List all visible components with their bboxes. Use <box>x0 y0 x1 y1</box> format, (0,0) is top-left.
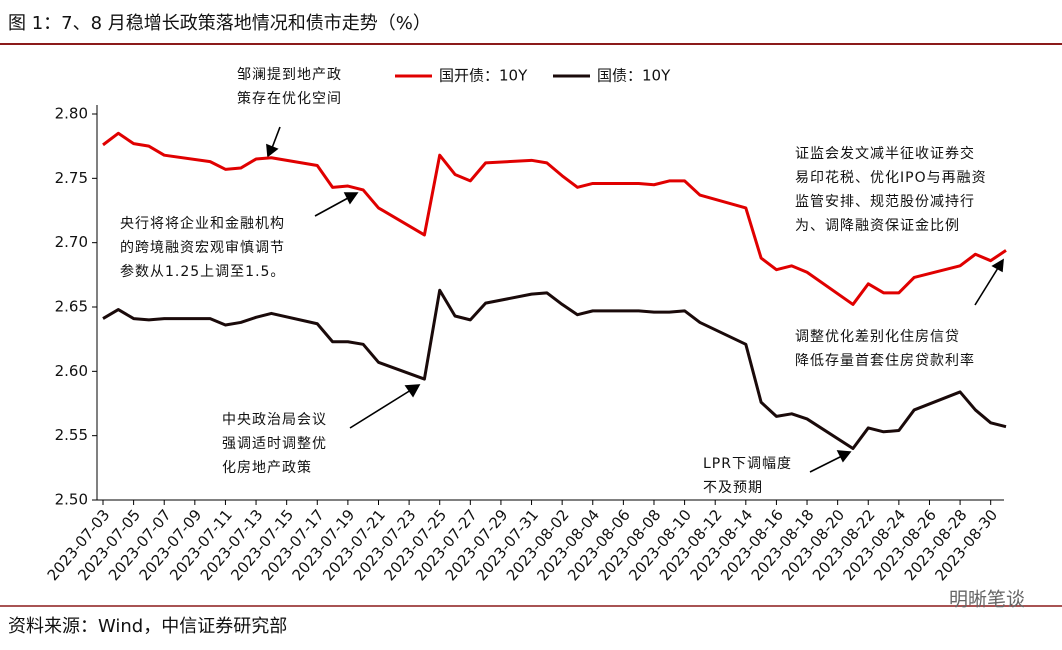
annotation: 化房地产政策 <box>222 459 312 476</box>
annotation: 监管安排、规范股份减持行 <box>795 193 975 210</box>
annotation: 不及预期 <box>703 480 763 496</box>
annotation: 参数从1.25上调至1.5。 <box>120 263 285 280</box>
annotation: 策存在优化空间 <box>237 90 342 107</box>
annotation: 的跨境融资宏观审慎调节 <box>120 240 285 256</box>
legend-label: 国开债：10Y <box>439 67 528 85</box>
legend-label: 国债：10Y <box>597 67 671 85</box>
annotation: 强调适时调整优 <box>222 436 327 452</box>
arrows <box>266 126 1004 473</box>
annotation: 降低存量首套住房贷款利率 <box>795 352 975 369</box>
y-tick-label: 2.65 <box>55 298 88 316</box>
annotation: 中央政治局会议 <box>222 412 327 428</box>
annotation: LPR下调幅度 <box>703 456 792 472</box>
y-tick-label: 2.60 <box>55 362 88 380</box>
y-tick-label: 2.55 <box>55 426 88 444</box>
annotation: 央行将将企业和金融机构 <box>120 215 285 232</box>
annotation: 证监会发文减半征收证券交 <box>795 145 975 162</box>
y-tick-label: 2.70 <box>55 233 88 251</box>
watermark: 明晰笔谈 <box>949 589 1025 611</box>
annotation: 为、调降融资保证金比例 <box>795 218 960 234</box>
chart-title: 图 1：7、8 月稳增长政策落地情况和债市走势（%） <box>8 13 431 34</box>
y-tick-label: 2.50 <box>55 491 88 509</box>
annotation: 调整优化差别化住房信贷 <box>795 329 960 345</box>
line <box>102 288 1007 451</box>
y-tick-label: 2.75 <box>55 169 88 187</box>
annotation: 易印花税、优化IPO与再融资 <box>795 170 987 186</box>
source: 资料来源：Wind，中信证券研究部 <box>8 616 287 637</box>
line <box>102 131 1007 306</box>
y-tick-label: 2.80 <box>55 105 88 123</box>
annotation: 邹澜提到地产政 <box>237 67 342 83</box>
